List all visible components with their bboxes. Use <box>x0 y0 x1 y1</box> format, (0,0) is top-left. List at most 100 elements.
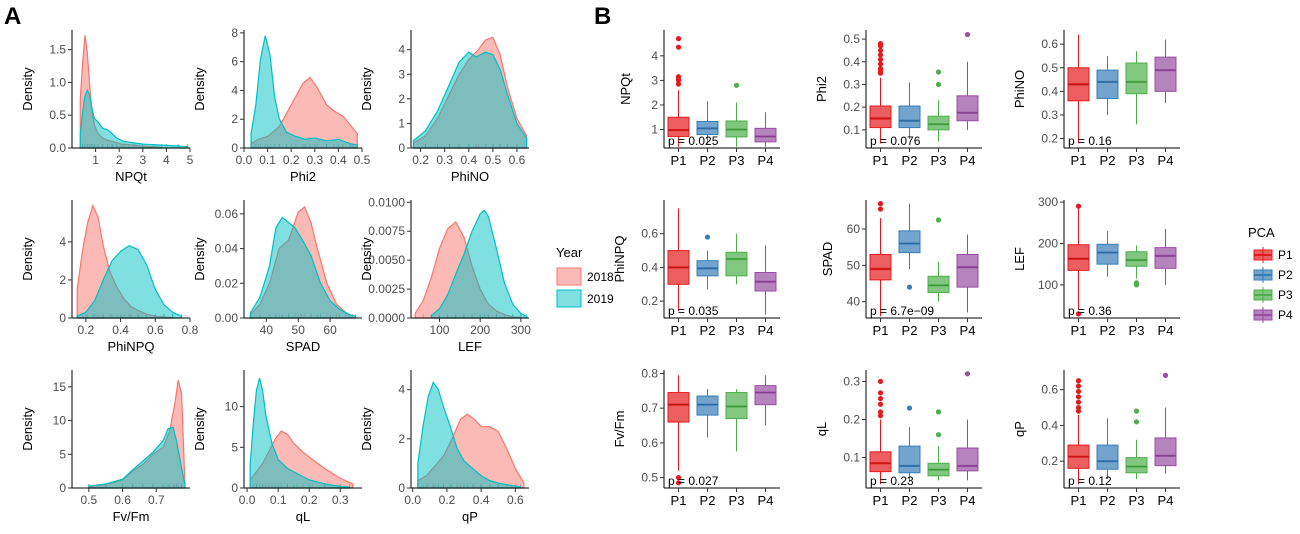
density-phino-plot: 0 1 2 3 4 0.2 0.3 0.4 0.5 0.6 PhiNO Density <box>359 30 529 184</box>
box-ql-outlier <box>935 409 942 415</box>
density-ql-xtick-label: 0.1 <box>270 493 287 507</box>
density-npqt-xtick-label: 4 <box>163 153 170 167</box>
box-spad-box-P1 <box>869 201 892 317</box>
box-npqt-xtick-label: P1 <box>671 153 687 168</box>
box-fvfm-ytick-label: 0.5 <box>641 471 658 485</box>
density-phino-area-2019 <box>412 51 528 149</box>
box-ql-outlier <box>906 405 913 411</box>
density-npqt-xlabel: NPQt <box>115 169 147 184</box>
box-fvfm-plot: 0.5 0.6 0.7 0.8 P1 P2 P3 P4 p = 0.027 Fv/Fm <box>612 366 780 508</box>
density-qp-xlabel: qP <box>462 509 478 524</box>
density-fvfm-plot: 0 5 10 15 0.5 0.6 0.7 Fv/Fm Density <box>20 370 190 524</box>
box-spad-outlier <box>935 217 942 223</box>
box-phi2-xtick-label: P3 <box>931 153 947 168</box>
box-npqt-ytick-label: 3 <box>651 73 658 87</box>
box-fvfm-iqr-box <box>667 392 690 423</box>
density-fvfm-ytick-label: 5 <box>59 447 66 461</box>
box-npqt-outlier <box>675 44 682 50</box>
box-phi2-outlier <box>877 41 884 47</box>
box-lef-iqr-box <box>1067 244 1090 271</box>
box-qp-ylabel: qP <box>1012 421 1027 437</box>
box-ql-iqr-box <box>898 445 921 474</box>
box-spad-ytick-label: 40 <box>847 295 861 309</box>
density-qp-area-2019 <box>417 380 522 489</box>
panel-label-a: A <box>4 3 21 30</box>
box-npqt-xtick-label: P3 <box>729 153 745 168</box>
box-lef-box-P4 <box>1154 228 1177 285</box>
box-phinpq-ytick-label: 0.2 <box>641 294 658 308</box>
box-qp-outlier <box>1075 378 1082 384</box>
density-ql-xtick-label: 0.0 <box>239 493 256 507</box>
box-phino-xtick-label: P3 <box>1129 153 1145 168</box>
density-phi2-ytick-label: 6 <box>231 55 238 69</box>
box-spad-ylabel: SPAD <box>820 242 835 276</box>
box-phi2-iqr-box <box>869 105 892 129</box>
box-fvfm-ytick-label: 0.8 <box>641 366 658 380</box>
box-phino-ytick-label: 0.6 <box>1041 37 1058 51</box>
box-phi2-outlier <box>935 81 942 88</box>
box-phi2-outlier <box>877 52 884 58</box>
density-phino-xlabel: PhiNO <box>451 169 489 184</box>
box-fvfm-pvalue: p = 0.027 <box>668 474 719 488</box>
box-qp-outlier <box>1162 372 1169 378</box>
box-phino-ylabel: PhiNO <box>1012 70 1027 108</box>
box-qp-outlier <box>1075 388 1082 395</box>
box-phinpq-box-P3 <box>725 233 748 285</box>
box-phino-iqr-box <box>1154 56 1177 92</box>
box-phi2-iqr-box <box>898 105 921 129</box>
box-npqt-box-P1 <box>667 36 690 147</box>
density-phino-ytick-label: 4 <box>398 43 405 57</box>
density-phi2-ylabel: Density <box>192 67 207 111</box>
density-phino-ylabel: Density <box>359 67 374 111</box>
box-lef-iqr-box <box>1096 243 1119 265</box>
density-lef-plot: 0.0000 0.0025 0.0050 0.0075 0.0100 100 200 300 L… <box>359 195 531 354</box>
density-spad-ytick-label: 0.02 <box>215 276 239 290</box>
box-phino-box-P2 <box>1096 55 1119 115</box>
legend-label-2018: 2018 <box>587 270 614 284</box>
box-qp-ytick-label: 0.4 <box>1041 418 1058 432</box>
box-qp-pvalue: p = 0.12 <box>1068 474 1112 488</box>
density-legend: Year 2018 2019 <box>556 245 614 308</box>
box-phi2-xtick-label: P4 <box>960 153 976 168</box>
legend-key-2018 <box>556 267 582 286</box>
box-phi2-box-P1 <box>869 41 892 144</box>
density-npqt-xtick-label: 3 <box>139 153 146 167</box>
density-lef-ytick-label: 0.0000 <box>368 311 405 325</box>
box-ql-ytick-label: 0.3 <box>843 374 860 388</box>
density-phino-xtick-label: 0.5 <box>485 153 502 167</box>
density-spad-xtick-label: 40 <box>260 323 274 337</box>
box-phi2-box-P2 <box>898 82 921 139</box>
box-lef-ytick-label: 300 <box>1038 195 1058 209</box>
density-spad-area-2019 <box>249 216 357 319</box>
density-fvfm-xlabel: Fv/Fm <box>113 509 150 524</box>
box-phi2-pvalue: p = 0.076 <box>870 134 921 148</box>
box-phinpq-xtick-label: P2 <box>700 323 716 338</box>
density-qp-ytick-label: 2 <box>398 432 405 446</box>
box-ql-xtick-label: P1 <box>873 493 889 508</box>
density-phi2-xlabel: Phi2 <box>290 169 316 184</box>
density-phi2-xtick-label: 0.1 <box>259 153 276 167</box>
box-qp-xtick-label: P1 <box>1071 493 1087 508</box>
density-phi2-xtick-label: 0.3 <box>306 153 323 167</box>
density-npqt-area-2019 <box>79 88 189 149</box>
box-phi2-ylabel: Phi2 <box>814 76 829 102</box>
box-spad-iqr-box <box>956 253 979 288</box>
density-phinpq-plot: 0 2 4 0.2 0.4 0.6 0.8 PhiNPQ Density <box>20 200 199 354</box>
legend-label-p4: P4 <box>1278 308 1293 322</box>
box-ql-ylabel: qL <box>814 422 829 436</box>
box-spad-pvalue: p = 6.7e−09 <box>870 304 934 318</box>
legend-key-2019 <box>556 289 582 308</box>
box-phinpq-box-P4 <box>754 245 777 315</box>
density-phinpq-ylabel: Density <box>20 237 35 281</box>
box-spad-xtick-label: P3 <box>931 323 947 338</box>
box-spad-box-P3 <box>927 217 950 302</box>
box-ql-xtick-label: P3 <box>931 493 947 508</box>
box-phi2-ytick-label: 0.4 <box>843 55 860 69</box>
density-phi2-ytick-label: 8 <box>231 26 238 40</box>
density-npqt-ytick-label: 1.5 <box>49 43 66 57</box>
density-phinpq-xtick-label: 0.8 <box>182 323 199 337</box>
box-lef-outlier <box>1075 203 1082 209</box>
density-phinpq-xtick-label: 0.2 <box>78 323 95 337</box>
box-ql-plot: 0.1 0.2 0.3 P1 P2 P3 P4 p = 0.23 qL <box>814 370 982 508</box>
